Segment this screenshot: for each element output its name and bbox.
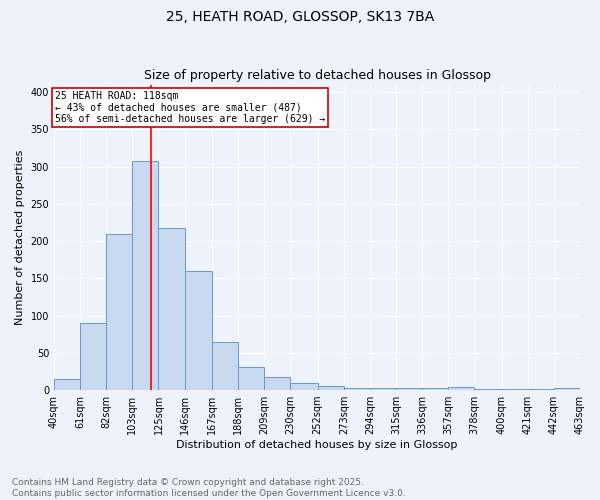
Bar bbox=[554, 388, 580, 390]
Bar bbox=[502, 388, 528, 390]
Bar bbox=[238, 367, 264, 390]
Bar bbox=[264, 376, 290, 390]
Bar bbox=[448, 387, 475, 390]
Bar bbox=[370, 388, 396, 390]
Bar bbox=[158, 228, 185, 390]
Bar bbox=[290, 384, 317, 390]
Bar bbox=[80, 323, 106, 390]
Bar bbox=[54, 379, 80, 390]
Bar bbox=[422, 388, 448, 390]
X-axis label: Distribution of detached houses by size in Glossop: Distribution of detached houses by size … bbox=[176, 440, 458, 450]
Bar bbox=[106, 234, 133, 390]
Text: Contains HM Land Registry data © Crown copyright and database right 2025.
Contai: Contains HM Land Registry data © Crown c… bbox=[12, 478, 406, 498]
Bar bbox=[317, 386, 344, 390]
Text: 25 HEATH ROAD: 118sqm
← 43% of detached houses are smaller (487)
56% of semi-det: 25 HEATH ROAD: 118sqm ← 43% of detached … bbox=[55, 90, 326, 124]
Text: 25, HEATH ROAD, GLOSSOP, SK13 7BA: 25, HEATH ROAD, GLOSSOP, SK13 7BA bbox=[166, 10, 434, 24]
Bar bbox=[344, 388, 370, 390]
Bar bbox=[185, 271, 212, 390]
Y-axis label: Number of detached properties: Number of detached properties bbox=[15, 150, 25, 325]
Bar bbox=[528, 388, 554, 390]
Bar bbox=[396, 388, 422, 390]
Title: Size of property relative to detached houses in Glossop: Size of property relative to detached ho… bbox=[143, 69, 491, 82]
Bar bbox=[133, 162, 158, 390]
Bar bbox=[475, 388, 502, 390]
Bar bbox=[212, 342, 238, 390]
